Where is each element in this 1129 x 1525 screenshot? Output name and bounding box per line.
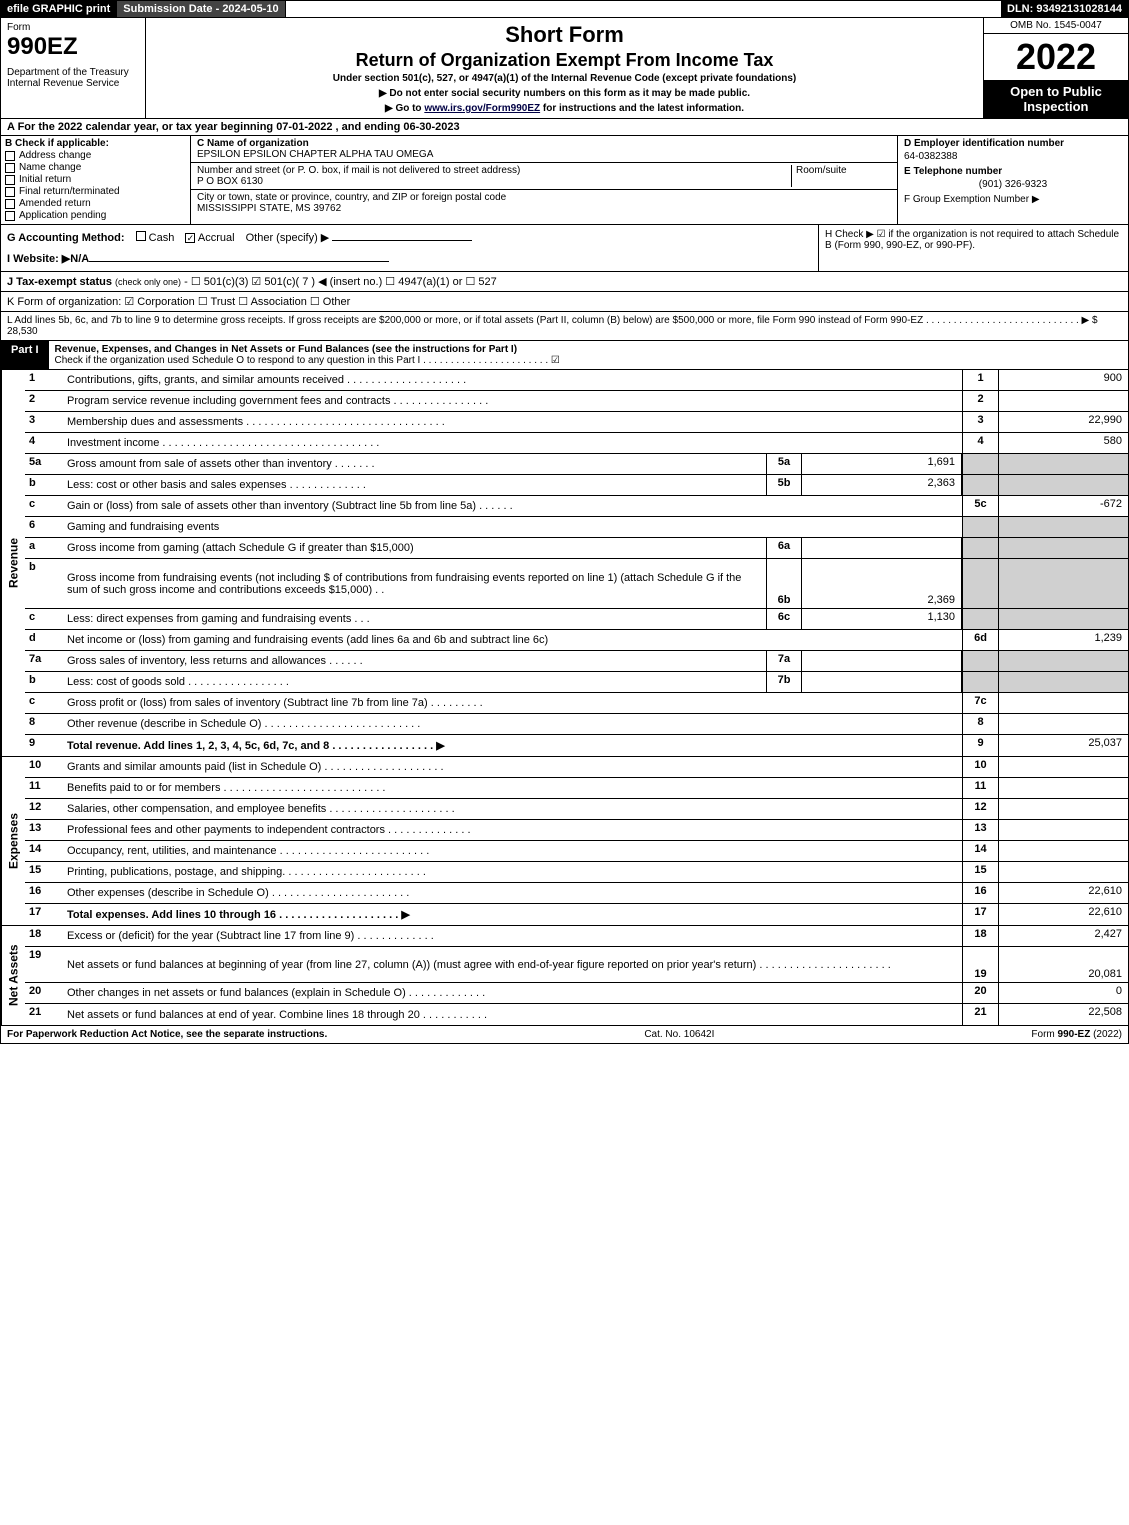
omb-number: OMB No. 1545-0047 [984, 18, 1128, 34]
cb-name-change[interactable] [5, 163, 15, 173]
col-b-title: B Check if applicable: [5, 138, 186, 149]
cb-initial-return[interactable] [5, 175, 15, 185]
form-label: Form [7, 22, 139, 33]
cb-final-return[interactable] [5, 187, 15, 197]
org-name: EPSILON EPSILON CHAPTER ALPHA TAU OMEGA [197, 149, 433, 160]
revenue-side-label: Revenue [1, 370, 25, 756]
netassets-side-label: Net Assets [1, 926, 25, 1025]
dln: DLN: 93492131028144 [1001, 1, 1128, 17]
return-title: Return of Organization Exempt From Incom… [154, 50, 975, 71]
form-code: 990EZ [7, 33, 139, 61]
cb-cash[interactable] [136, 231, 146, 241]
city: MISSISSIPPI STATE, MS 39762 [197, 203, 341, 214]
irs-link[interactable]: www.irs.gov/Form990EZ [424, 103, 540, 114]
cb-address-change[interactable] [5, 151, 15, 161]
note-link: ▶ Go to www.irs.gov/Form990EZ for instru… [154, 103, 975, 114]
row-k: K Form of organization: ☑ Corporation ☐ … [0, 292, 1129, 312]
group-label: F Group Exemption Number ▶ [904, 194, 1122, 205]
tax-year: 2022 [984, 34, 1128, 80]
header-left: Form 990EZ Department of the Treasury In… [1, 18, 146, 118]
part1-header: Part I Revenue, Expenses, and Changes in… [0, 341, 1129, 370]
cb-pending[interactable] [5, 211, 15, 221]
row-bcd: B Check if applicable: Address change Na… [0, 136, 1129, 225]
org-name-label: C Name of organization [197, 138, 309, 149]
addr: P O BOX 6130 [197, 176, 263, 187]
top-bar: efile GRAPHIC print Submission Date - 20… [0, 0, 1129, 18]
part1-label: Part I [1, 341, 49, 369]
footer-left: For Paperwork Reduction Act Notice, see … [7, 1029, 327, 1040]
part1-table: Revenue 1Contributions, gifts, grants, a… [0, 370, 1129, 1026]
subtitle: Under section 501(c), 527, or 4947(a)(1)… [154, 73, 975, 84]
row-l: L Add lines 5b, 6c, and 7b to line 9 to … [0, 312, 1129, 341]
footer: For Paperwork Reduction Act Notice, see … [0, 1026, 1129, 1044]
row-i: I Website: ▶N/A [7, 253, 89, 265]
room-label: Room/suite [796, 165, 847, 176]
header: Form 990EZ Department of the Treasury In… [0, 18, 1129, 119]
col-d: D Employer identification number 64-0382… [898, 136, 1128, 224]
city-label: City or town, state or province, country… [197, 192, 506, 203]
open-public: Open to Public Inspection [984, 80, 1128, 118]
footer-right: Form 990-EZ (2022) [1031, 1029, 1122, 1040]
row-j: J Tax-exempt status (check only one) - ☐… [0, 272, 1129, 292]
header-mid: Short Form Return of Organization Exempt… [146, 18, 983, 118]
ein-label: D Employer identification number [904, 138, 1122, 149]
footer-mid: Cat. No. 10642I [644, 1029, 714, 1040]
part1-title: Revenue, Expenses, and Changes in Net As… [55, 344, 518, 355]
expenses-side-label: Expenses [1, 757, 25, 925]
submission-date: Submission Date - 2024-05-10 [117, 1, 285, 17]
tel-label: E Telephone number [904, 166, 1122, 177]
addr-label: Number and street (or P. O. box, if mail… [197, 165, 520, 176]
col-c: C Name of organization EPSILON EPSILON C… [191, 136, 898, 224]
cb-amended[interactable] [5, 199, 15, 209]
efile-label: efile GRAPHIC print [1, 1, 117, 17]
note-ssn: ▶ Do not enter social security numbers o… [154, 88, 975, 99]
row-h: H Check ▶ ☑ if the organization is not r… [818, 225, 1128, 271]
department: Department of the Treasury Internal Reve… [7, 67, 139, 89]
cb-accrual[interactable] [185, 233, 195, 243]
ein: 64-0382388 [904, 151, 1122, 162]
row-g: G Accounting Method: Cash Accrual Other … [1, 225, 818, 271]
col-b: B Check if applicable: Address change Na… [1, 136, 191, 224]
section-a: A For the 2022 calendar year, or tax yea… [0, 119, 1129, 136]
tel: (901) 326-9323 [904, 179, 1122, 190]
short-form-title: Short Form [154, 22, 975, 48]
part1-check: Check if the organization used Schedule … [55, 355, 560, 366]
header-right: OMB No. 1545-0047 2022 Open to Public In… [983, 18, 1128, 118]
